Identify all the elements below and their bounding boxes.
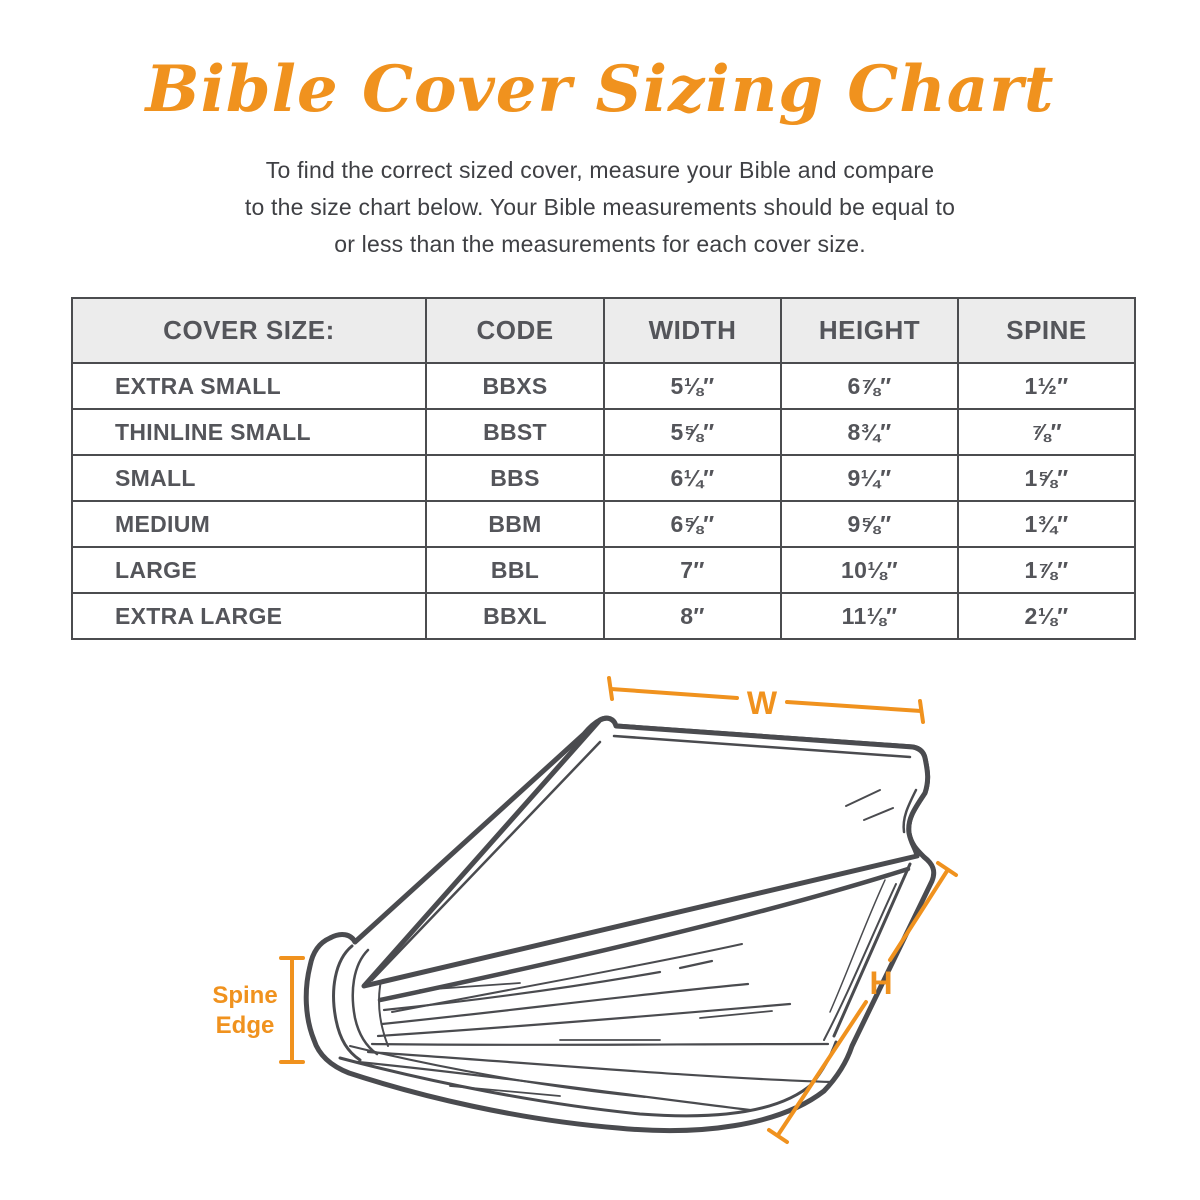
value-cell: BBXL: [425, 592, 605, 640]
table-header-row: COVER SIZE: CODE WIDTH HEIGHT SPINE: [71, 297, 1136, 364]
height-label: H: [869, 965, 892, 1001]
value-cell: 5⅝″: [603, 408, 782, 456]
value-cell: ⅞″: [957, 408, 1136, 456]
spine-edge-label-line1: Spine: [212, 982, 277, 1009]
value-cell: 1⅞″: [957, 546, 1136, 594]
header-spine: SPINE: [957, 297, 1136, 364]
table-row: EXTRA LARGE BBXL 8″ 11⅛″ 2⅛″: [71, 592, 1136, 640]
value-cell: 6⅝″: [603, 500, 782, 548]
spine-edge-label-line2: Edge: [216, 1012, 275, 1039]
value-cell: 11⅛″: [780, 592, 959, 640]
book-front-cover: [361, 715, 931, 989]
value-cell: 9⅝″: [780, 500, 959, 548]
cover-size-cell: EXTRA SMALL: [71, 362, 427, 410]
value-cell: BBST: [425, 408, 605, 456]
table-row: SMALL BBS 6¼″ 9¼″ 1⅝″: [71, 454, 1136, 502]
table-row: MEDIUM BBM 6⅝″ 9⅝″ 1¾″: [71, 500, 1136, 548]
value-cell: 8¾″: [780, 408, 959, 456]
value-cell: 9¼″: [780, 454, 959, 502]
header-code: CODE: [425, 297, 605, 364]
width-measure-line: [607, 676, 925, 724]
height-measure-line: [767, 861, 958, 1144]
value-cell: 5⅛″: [603, 362, 782, 410]
width-label: W: [747, 685, 778, 721]
value-cell: 1⅝″: [957, 454, 1136, 502]
header-height: HEIGHT: [780, 297, 959, 364]
value-cell: 6¼″: [603, 454, 782, 502]
cover-size-cell: MEDIUM: [71, 500, 427, 548]
intro-line-2: to the size chart below. Your Bible meas…: [244, 194, 956, 220]
intro-line-1: To find the correct sized cover, measure…: [265, 157, 935, 183]
cover-size-cell: THINLINE SMALL: [71, 408, 427, 456]
page-title: Bible Cover Sizing Chart: [145, 52, 1055, 127]
intro-line-3: or less than the measurements for each c…: [334, 231, 866, 257]
value-cell: 7″: [603, 546, 782, 594]
value-cell: BBM: [425, 500, 605, 548]
value-cell: BBL: [425, 546, 605, 594]
cover-size-cell: EXTRA LARGE: [71, 592, 427, 640]
intro-text: To find the correct sized cover, measure…: [0, 152, 1200, 263]
cover-size-cell: SMALL: [71, 454, 427, 502]
value-cell: BBS: [425, 454, 605, 502]
header-cover-size: COVER SIZE:: [71, 297, 427, 364]
table-row: EXTRA SMALL BBXS 5⅛″ 6⅞″ 1½″: [71, 362, 1136, 410]
value-cell: 1¾″: [957, 500, 1136, 548]
header-width: WIDTH: [603, 297, 782, 364]
spine-edge-measure-line: [279, 956, 305, 1064]
sizing-table-body: EXTRA SMALL BBXS 5⅛″ 6⅞″ 1½″ THINLINE SMALL BB…: [71, 362, 1136, 640]
value-cell: 1½″: [957, 362, 1136, 410]
value-cell: 6⅞″: [780, 362, 959, 410]
value-cell: 10⅛″: [780, 546, 959, 594]
value-cell: 8″: [603, 592, 782, 640]
cover-size-cell: LARGE: [71, 546, 427, 594]
table-row: LARGE BBL 7″ 10⅛″ 1⅞″: [71, 546, 1136, 594]
value-cell: BBXS: [425, 362, 605, 410]
table-row: THINLINE SMALL BBST 5⅝″ 8¾″ ⅞″: [71, 408, 1136, 456]
sizing-table: COVER SIZE: CODE WIDTH HEIGHT SPINE EXTR…: [71, 297, 1136, 640]
book-measurement-diagram: W H Spine Edge: [212, 676, 958, 1144]
value-cell: 2⅛″: [957, 592, 1136, 640]
